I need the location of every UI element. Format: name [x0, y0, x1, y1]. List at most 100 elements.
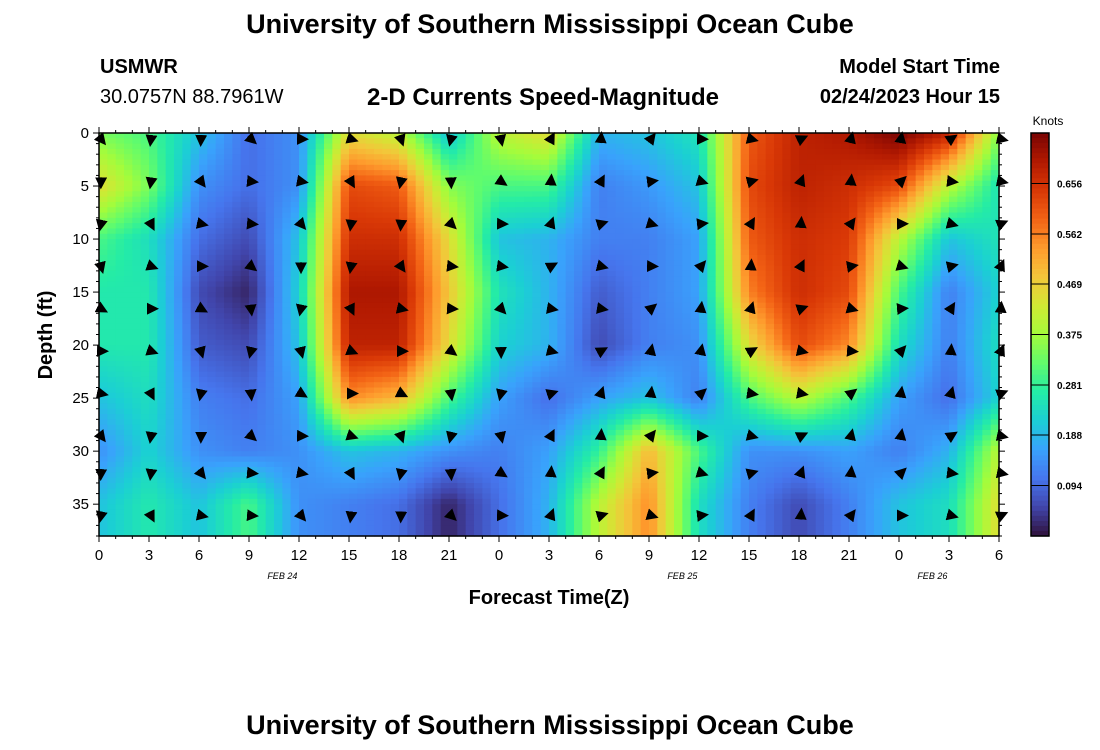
heatmap-cell	[274, 201, 283, 208]
heatmap-cell	[657, 148, 667, 155]
heatmap-cell	[649, 254, 658, 261]
heatmap-cell	[574, 233, 583, 240]
heatmap-cell	[590, 249, 600, 256]
heatmap-cell	[715, 366, 725, 373]
heatmap-cell	[699, 286, 708, 293]
heatmap-cell	[699, 239, 708, 245]
heatmap-cell	[515, 350, 525, 357]
heatmap-cell	[665, 228, 675, 235]
heatmap-cell	[707, 159, 717, 166]
heatmap-cell	[615, 212, 625, 219]
heatmap-cell	[474, 334, 483, 341]
heatmap-cell	[374, 270, 383, 277]
heatmap-cell	[707, 186, 717, 192]
heatmap-cell	[899, 164, 908, 171]
heatmap-cell	[799, 196, 808, 203]
heatmap-cell	[865, 302, 875, 309]
heatmap-cell	[324, 254, 333, 261]
heatmap-cell	[557, 159, 567, 166]
heatmap-cell	[990, 175, 1000, 182]
heatmap-cell	[824, 159, 833, 166]
heatmap-cell	[165, 154, 175, 161]
heatmap-cell	[315, 175, 325, 182]
heatmap-cell	[165, 307, 175, 314]
heatmap-cell	[699, 212, 708, 219]
heatmap-cell	[707, 361, 717, 367]
heatmap-cell	[115, 355, 125, 362]
heatmap-cell	[249, 286, 258, 293]
heatmap-cell	[374, 196, 383, 203]
heatmap-cell	[982, 329, 992, 336]
heatmap-cell	[790, 323, 800, 330]
heatmap-cell	[282, 307, 292, 314]
heatmap-cell	[390, 265, 400, 272]
heatmap-cell	[365, 170, 375, 177]
heatmap-cell	[882, 175, 892, 182]
heatmap-cell	[665, 170, 675, 177]
heatmap-cell	[199, 212, 208, 219]
heatmap-cell	[940, 292, 950, 298]
heatmap-cell	[315, 207, 325, 214]
heatmap-cell	[107, 154, 117, 161]
heatmap-cell	[240, 307, 250, 314]
heatmap-cell	[757, 302, 767, 309]
heatmap-cell	[782, 297, 792, 304]
heatmap-cell	[482, 339, 492, 346]
heatmap-cell	[465, 302, 475, 309]
heatmap-cell	[982, 307, 992, 314]
heatmap-cell	[282, 350, 292, 357]
heatmap-cell	[165, 180, 175, 187]
heatmap-cell	[849, 201, 858, 208]
heatmap-cell	[740, 323, 750, 330]
heatmap-cell	[790, 307, 800, 314]
heatmap-cell	[407, 265, 417, 272]
heatmap-cell	[557, 329, 567, 336]
heatmap-cell	[424, 307, 433, 314]
heatmap-cell	[282, 233, 292, 240]
heatmap-cell	[540, 148, 550, 155]
heatmap-cell	[865, 143, 875, 150]
heatmap-cell	[882, 159, 892, 166]
heatmap-cell	[474, 244, 483, 251]
heatmap-cell	[390, 138, 400, 145]
heatmap-cell	[807, 345, 817, 352]
heatmap-cell	[574, 297, 583, 304]
heatmap-cell	[965, 366, 975, 373]
heatmap-cell	[640, 207, 650, 214]
heatmap-cell	[690, 355, 700, 362]
heatmap-layer	[99, 133, 1000, 537]
heatmap-cell	[865, 313, 875, 320]
heatmap-cell	[115, 302, 125, 309]
heatmap-cell	[665, 361, 675, 367]
heatmap-cell	[182, 297, 192, 304]
heatmap-cell	[690, 339, 700, 346]
heatmap-cell	[499, 233, 508, 240]
heatmap-cell	[732, 350, 742, 357]
heatmap-cell	[349, 361, 358, 367]
heatmap-cell	[424, 180, 433, 187]
heatmap-cell	[932, 329, 942, 336]
heatmap-cell	[590, 170, 600, 177]
heatmap-cell	[432, 228, 442, 235]
heatmap-cell	[874, 334, 883, 341]
heatmap-cell	[315, 345, 325, 352]
heatmap-cell	[282, 143, 292, 150]
heatmap-cell	[174, 366, 183, 373]
heatmap-cell	[624, 159, 633, 166]
heatmap-cell	[940, 345, 950, 352]
heatmap-cell	[882, 329, 892, 336]
heatmap-cell	[232, 281, 242, 288]
heatmap-cell	[240, 239, 250, 245]
heatmap-cell	[265, 228, 275, 235]
heatmap-cell	[790, 260, 800, 267]
heatmap-cell	[499, 148, 508, 155]
heatmap-cell	[365, 339, 375, 346]
heatmap-cell	[599, 323, 608, 330]
heatmap-cell	[557, 265, 567, 272]
heatmap-cell	[507, 244, 517, 251]
heatmap-cell	[315, 323, 325, 330]
heatmap-cell	[874, 244, 883, 251]
heatmap-cell	[840, 133, 850, 139]
heatmap-cell	[815, 239, 825, 245]
heatmap-cell	[832, 154, 842, 161]
